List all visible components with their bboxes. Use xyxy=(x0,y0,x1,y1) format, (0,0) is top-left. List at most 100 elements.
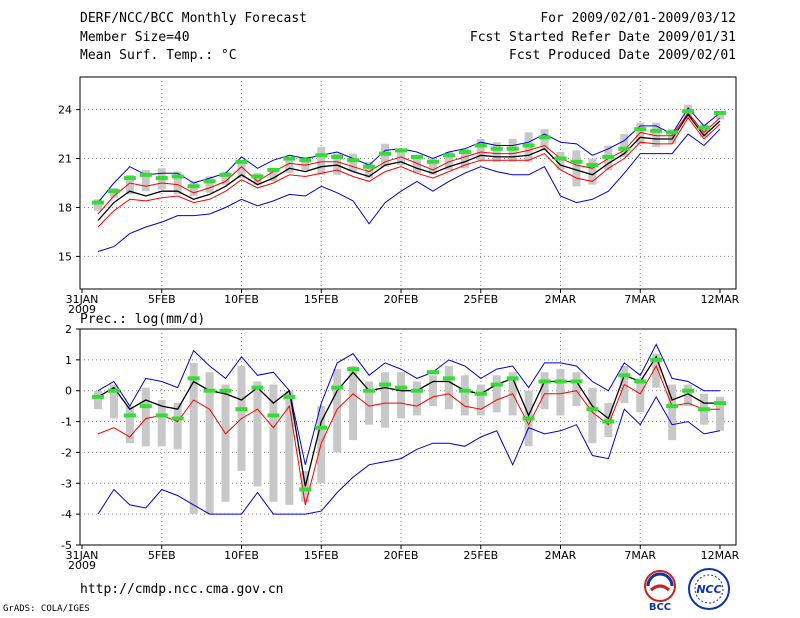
temperature-ytick-label: 21 xyxy=(58,153,72,166)
member-size-label: Member Size=40 xyxy=(80,30,190,45)
temperature-xtick-label: 31JAN xyxy=(66,293,99,306)
temperature-xtick-sublabel: 2009 xyxy=(68,303,96,316)
precipitation-obs-marker xyxy=(458,388,471,393)
precipitation-obs-marker xyxy=(347,367,360,372)
precipitation-spread-box xyxy=(492,375,501,413)
precipitation-obs-marker xyxy=(714,401,726,406)
temperature-xtick-label: 5FEB xyxy=(148,293,176,306)
precipitation-obs-marker xyxy=(474,391,487,396)
temperature-obs-marker xyxy=(395,148,407,153)
temperature-obs-marker xyxy=(251,174,264,179)
temperature-obs-marker xyxy=(458,150,471,155)
temperature-obs-marker xyxy=(363,164,376,169)
temperature-obs-marker xyxy=(586,163,599,168)
temperature-spread-box xyxy=(540,129,549,151)
precipitation-obs-marker xyxy=(666,404,679,409)
temperature-obs-marker xyxy=(410,154,423,159)
precipitation-plot-frame xyxy=(79,328,737,546)
precipitation-spread-box xyxy=(157,399,166,447)
temperature-spread-box xyxy=(620,134,629,157)
temperature-obs-marker xyxy=(91,200,104,205)
precipitation-xtick-label: 2MAR xyxy=(545,549,577,562)
temperature-spread-box xyxy=(189,181,198,197)
temperature-xtick-label: 20FEB xyxy=(384,293,419,306)
precipitation-spread-box xyxy=(684,384,693,407)
temperature-spread-box xyxy=(205,176,214,193)
produced-date: Fcst Produced Date 2009/02/01 xyxy=(509,48,736,63)
temperature-spread-box xyxy=(444,152,453,170)
temperature-obs-marker xyxy=(634,127,647,132)
precipitation-obs-marker xyxy=(650,357,663,362)
precipitation-ytick-label: -4 xyxy=(61,508,72,521)
temperature-spread-box xyxy=(301,156,310,170)
bcc-logo-text: BCC xyxy=(649,602,671,613)
ncc-logo: NCC xyxy=(688,568,730,610)
precipitation-obs-marker xyxy=(570,379,583,384)
precipitation-obs-marker xyxy=(426,370,439,375)
temperature-spread-box xyxy=(716,111,724,120)
temperature-spread-box xyxy=(141,169,150,192)
precipitation-spread-box xyxy=(269,384,278,502)
temperature-xtick-label: 12MAR xyxy=(701,293,740,306)
temperature-spread-box xyxy=(125,174,134,195)
precipitation-spread-box xyxy=(636,378,645,413)
precipitation-obs-marker xyxy=(283,394,296,399)
precipitation-ytick-label: -5 xyxy=(61,539,72,552)
precipitation-spread-box xyxy=(412,381,421,416)
variable-label: Mean Surf. Temp.: °C xyxy=(80,48,237,63)
precipitation-obs-marker xyxy=(139,404,152,409)
precipitation-spread-box xyxy=(365,381,374,425)
temperature-obs-marker xyxy=(650,128,663,133)
temperature-obs-marker xyxy=(426,159,439,164)
precipitation-spread-box xyxy=(349,366,358,441)
precipitation-spread-box xyxy=(460,375,469,416)
temperature-spread-box xyxy=(349,153,358,172)
precipitation-obs-marker xyxy=(107,388,120,393)
precipitation-obs-marker xyxy=(123,413,136,418)
temperature-obs-marker xyxy=(379,151,392,156)
precipitation-spread-box xyxy=(333,369,342,453)
precipitation-ytick-label: -2 xyxy=(61,446,72,459)
temperature-spread-box xyxy=(285,156,294,174)
temperature-ytick-label: 24 xyxy=(58,104,72,117)
precipitation-xtick-label: 25FEB xyxy=(463,549,498,562)
temperature-spread-box xyxy=(652,122,661,148)
precipitation-spread-box xyxy=(189,362,198,515)
temperature-obs-marker xyxy=(155,176,168,181)
temperature-obs-marker xyxy=(123,176,136,181)
precipitation-ytick-label: 0 xyxy=(65,385,72,398)
precipitation-obs-marker xyxy=(171,416,184,421)
temperature-obs-marker xyxy=(219,172,232,177)
precipitation-xtick-sublabel: 2009 xyxy=(68,559,96,572)
precipitation-spread-box xyxy=(588,387,597,444)
precipitation-spread-box xyxy=(397,372,405,419)
precipitation-spread-box xyxy=(652,353,661,388)
precipitation-ytick-label: 1 xyxy=(65,354,72,367)
temperature-spread-box xyxy=(476,138,485,161)
precipitation-obs-marker xyxy=(602,419,615,424)
precipitation-obs-marker xyxy=(203,388,216,393)
temperature-obs-marker xyxy=(682,109,695,114)
precipitation-mean-line xyxy=(97,355,720,487)
temperature-max-line xyxy=(97,107,721,203)
temperature-obs-marker xyxy=(570,159,583,164)
precipitation-spread-box xyxy=(556,369,565,416)
precipitation-obs-marker xyxy=(554,379,567,384)
temperature-spread-box xyxy=(253,173,262,185)
precipitation-xtick-label: 15FEB xyxy=(304,549,339,562)
temperature-obs-marker xyxy=(618,146,631,151)
temperature-spread-box xyxy=(700,124,709,138)
temperature-obs-marker xyxy=(714,110,726,115)
temperature-spread-box xyxy=(93,199,102,211)
temperature-spread-box xyxy=(428,158,437,175)
precipitation-spread-box xyxy=(428,375,437,407)
precipitation-panel-title: Prec.: log(mm/d) xyxy=(80,312,205,327)
temperature-spread-box xyxy=(492,142,501,162)
source-url[interactable]: http://cmdp.ncc.cma.gov.cn xyxy=(80,582,284,597)
temperature-plot-frame xyxy=(79,76,737,290)
temperature-mean-line xyxy=(97,113,721,221)
precipitation-spread-box xyxy=(253,381,262,487)
temperature-obs-marker xyxy=(522,143,535,148)
